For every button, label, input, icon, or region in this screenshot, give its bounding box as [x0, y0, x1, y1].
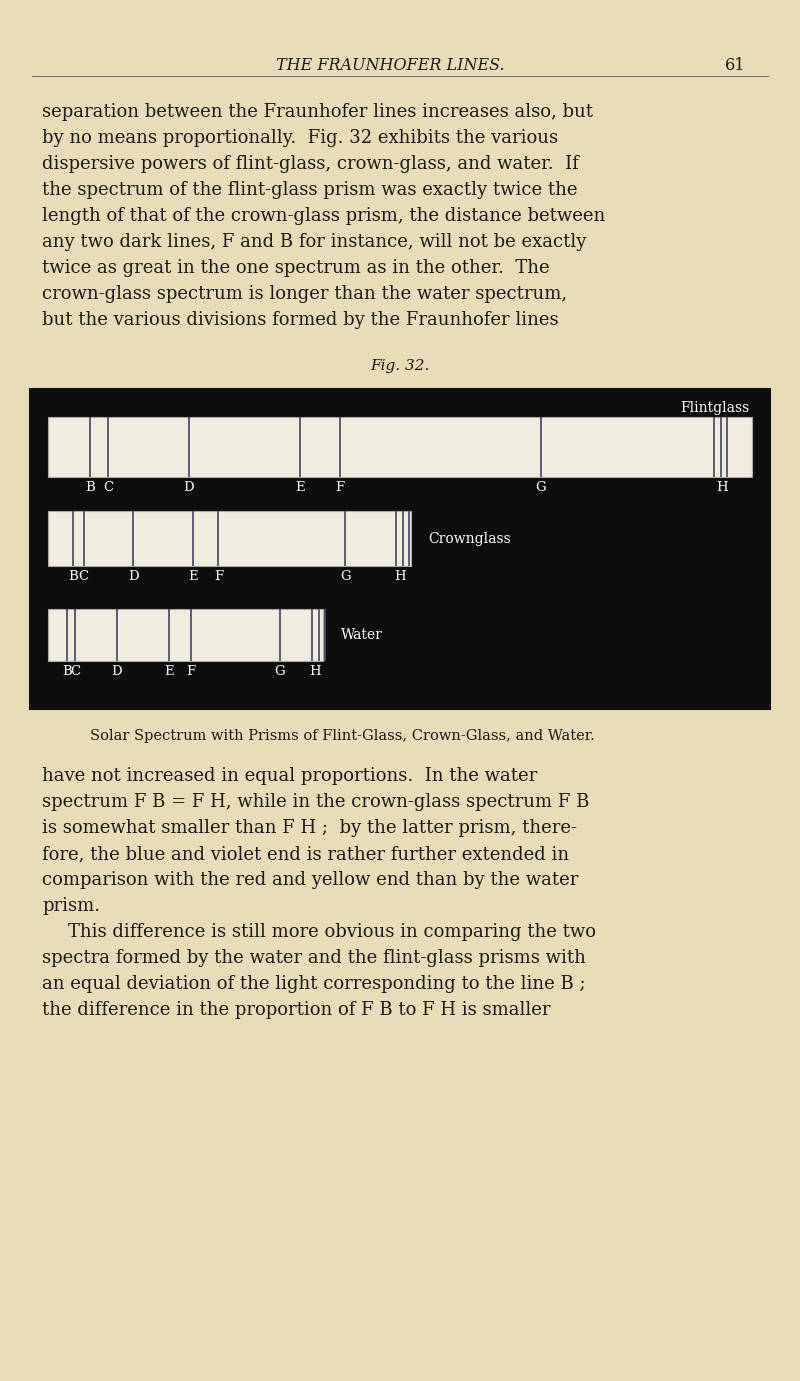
Text: Water: Water: [341, 628, 382, 642]
Text: THE FRAUNHOFER LINES.: THE FRAUNHOFER LINES.: [276, 57, 504, 75]
Text: crown-glass spectrum is longer than the water spectrum,: crown-glass spectrum is longer than the …: [42, 284, 567, 302]
Text: any two dark lines, F and B for instance, will not be exactly: any two dark lines, F and B for instance…: [42, 233, 586, 251]
Text: by no means proportionally.  Fig. 32 exhibits the various: by no means proportionally. Fig. 32 exhi…: [42, 128, 558, 146]
Text: F: F: [335, 481, 345, 494]
Text: but the various divisions formed by the Fraunhofer lines: but the various divisions formed by the …: [42, 311, 558, 329]
Text: comparison with the red and yellow end than by the water: comparison with the red and yellow end t…: [42, 871, 578, 889]
Text: Solar Spectrum with Prisms of Flint-Glass, Crown-Glass, and Water.: Solar Spectrum with Prisms of Flint-Glas…: [90, 729, 594, 743]
Text: F: F: [214, 570, 223, 583]
Text: E: E: [295, 481, 305, 494]
Text: the spectrum of the flint-glass prism was exactly twice the: the spectrum of the flint-glass prism wa…: [42, 181, 578, 199]
Text: B: B: [86, 481, 95, 494]
Text: fore, the blue and violet end is rather further extended in: fore, the blue and violet end is rather …: [42, 845, 569, 863]
Text: Fig. 32.: Fig. 32.: [370, 359, 430, 373]
Text: the difference in the proportion of F B to F H is smaller: the difference in the proportion of F B …: [42, 1001, 550, 1019]
Text: H: H: [394, 570, 406, 583]
Text: B: B: [62, 666, 71, 678]
Text: twice as great in the one spectrum as in the other.  The: twice as great in the one spectrum as in…: [42, 260, 550, 278]
Text: spectrum F B = F H, while in the crown-glass spectrum F B: spectrum F B = F H, while in the crown-g…: [42, 793, 590, 811]
Text: C: C: [102, 481, 113, 494]
Bar: [48, 511, 410, 566]
Text: dispersive powers of flint-glass, crown-glass, and water.  If: dispersive powers of flint-glass, crown-…: [42, 155, 578, 173]
Text: E: E: [188, 570, 198, 583]
Text: H: H: [717, 481, 728, 494]
Bar: [48, 417, 752, 476]
Text: Flintglass: Flintglass: [681, 400, 750, 416]
Text: C: C: [78, 570, 89, 583]
Text: length of that of the crown-glass prism, the distance between: length of that of the crown-glass prism,…: [42, 207, 606, 225]
Text: D: D: [183, 481, 194, 494]
Text: C: C: [70, 666, 81, 678]
Text: spectra formed by the water and the flint-glass prisms with: spectra formed by the water and the flin…: [42, 949, 586, 967]
Text: an equal deviation of the light corresponding to the line B ;: an equal deviation of the light correspo…: [42, 975, 586, 993]
Text: G: G: [274, 666, 286, 678]
Text: D: D: [111, 666, 122, 678]
Text: Crownglass: Crownglass: [429, 532, 511, 545]
Text: G: G: [535, 481, 546, 494]
Text: prism.: prism.: [42, 898, 100, 916]
Text: This difference is still more obvious in comparing the two: This difference is still more obvious in…: [68, 923, 596, 940]
Text: B: B: [68, 570, 78, 583]
Text: G: G: [340, 570, 350, 583]
Text: E: E: [164, 666, 174, 678]
Text: 61: 61: [725, 57, 746, 75]
Text: F: F: [186, 666, 195, 678]
Text: H: H: [309, 666, 321, 678]
Text: is somewhat smaller than F H ;  by the latter prism, there-: is somewhat smaller than F H ; by the la…: [42, 819, 577, 837]
Bar: [30, 389, 770, 708]
Text: D: D: [128, 570, 138, 583]
Text: separation between the Fraunhofer lines increases also, but: separation between the Fraunhofer lines …: [42, 104, 593, 122]
Text: have not increased in equal proportions.  In the water: have not increased in equal proportions.…: [42, 766, 538, 784]
Bar: [48, 609, 322, 661]
